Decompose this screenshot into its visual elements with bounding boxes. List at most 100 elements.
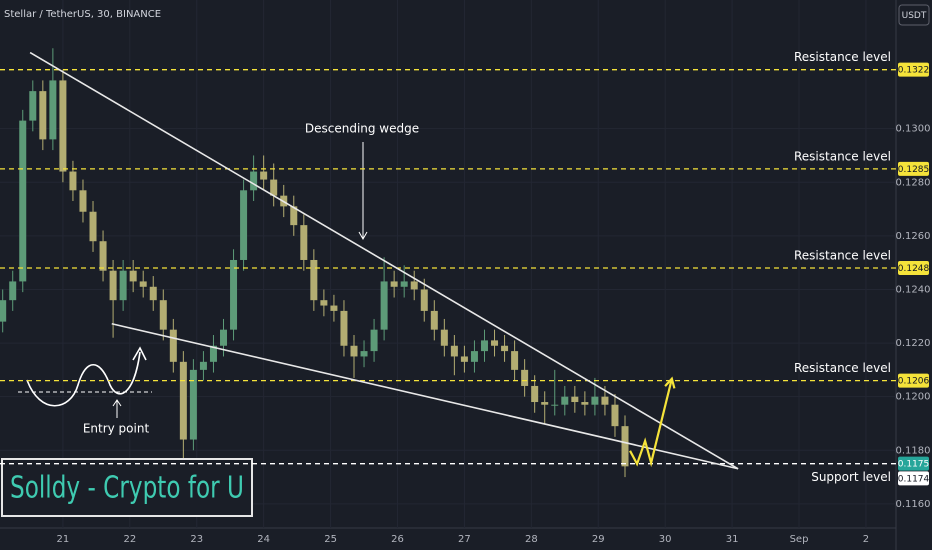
level-price: 0.1248 [898, 264, 930, 274]
candle-body [410, 281, 418, 290]
y-tick-label: 0.1300 [896, 124, 931, 135]
x-tick-label: 21 [57, 534, 70, 545]
entry-label: Entry point [83, 422, 150, 436]
candles [0, 48, 629, 478]
candle-body [139, 281, 147, 287]
x-tick-label: 22 [123, 534, 136, 545]
candle-body [189, 369, 197, 440]
x-tick-label: 25 [324, 534, 337, 545]
candle-body [460, 356, 468, 362]
level-text: Support level [811, 470, 891, 484]
level-price: 0.1206 [898, 377, 930, 387]
candle-body [79, 190, 87, 212]
candle-body [470, 351, 478, 362]
candle-body [400, 281, 408, 287]
candle-body [59, 80, 67, 172]
candle-body [169, 329, 177, 362]
level-text: Resistance level [794, 249, 891, 263]
projection-head [664, 376, 676, 389]
wedge-arrow-head [358, 231, 368, 241]
level-price-box [898, 456, 929, 471]
candle-body [129, 270, 137, 282]
candle-body [159, 300, 167, 330]
last-price-box [898, 471, 929, 486]
candle-body [69, 171, 77, 191]
trendline [111, 322, 739, 470]
x-tick-label: 24 [257, 534, 270, 545]
x-tick-label: 23 [190, 534, 203, 545]
candle-body [541, 402, 549, 405]
y-tick-label: 0.1180 [896, 445, 931, 456]
x-tick-label: 2 [863, 534, 869, 545]
level-text: Resistance level [794, 50, 891, 64]
entry-wave [26, 351, 141, 407]
y-tick-label: 0.1220 [896, 338, 931, 349]
candle-body [19, 120, 27, 282]
candle-body [330, 305, 338, 311]
candle-body [250, 171, 258, 191]
candle-body [621, 426, 629, 467]
candle-body [290, 206, 298, 226]
level-price-box [898, 62, 929, 77]
candle-body [521, 369, 529, 386]
level-price: 0.1285 [898, 165, 930, 175]
candle-body [240, 190, 248, 260]
candle-body [209, 345, 217, 362]
x-tick-label: 29 [592, 534, 605, 545]
candle-body [390, 281, 398, 287]
entry-arrow-head [112, 399, 122, 407]
level-price-box [898, 373, 929, 388]
candle-body [370, 329, 378, 352]
candle-body [591, 396, 599, 405]
candle-body [89, 211, 97, 242]
watermark: Solldy - Crypto for U [10, 471, 244, 506]
candle-body [340, 310, 348, 346]
overlay: Entry point Descending wedge Stellar / T… [0, 4, 931, 545]
candle-body [0, 300, 7, 322]
x-tick-label: 28 [525, 534, 538, 545]
candle-body [480, 340, 488, 352]
candle-body [350, 345, 358, 357]
candle-body [310, 259, 318, 301]
level-price: 0.1175 [898, 460, 930, 470]
candle-body [420, 289, 428, 311]
currency: USDT [902, 11, 927, 21]
trendline [29, 51, 739, 470]
candle-body [39, 91, 47, 140]
chart-title: Stellar / TetherUS, 30, BINANCE [4, 9, 161, 20]
y-tick-label: 0.1260 [896, 231, 931, 242]
candle-body [260, 171, 268, 180]
candle-body [300, 225, 308, 260]
candle-body [571, 396, 579, 403]
x-tick-label: 31 [726, 534, 739, 545]
candle-body [29, 91, 37, 121]
candle-body [360, 351, 368, 357]
candle-body [450, 345, 458, 357]
candle-body [230, 259, 238, 330]
entry-wave-head [132, 346, 147, 361]
candle-body [109, 270, 117, 301]
candle-body [611, 404, 619, 427]
candle-body [430, 310, 438, 330]
y-tick-label: 0.1280 [896, 177, 931, 188]
candle-body [220, 329, 228, 346]
level-text: Resistance level [794, 149, 891, 163]
level-price: 0.1322 [898, 66, 930, 76]
candle-body [9, 281, 17, 301]
y-tick-label: 0.1240 [896, 284, 931, 295]
candle-body [149, 286, 157, 301]
last-price: 0.1174 [898, 474, 930, 484]
candle-body [501, 345, 509, 352]
x-tick-label: Sep [790, 534, 809, 545]
level-price-box [898, 161, 929, 176]
projection-path [629, 378, 673, 468]
candle-body [270, 179, 278, 196]
candle-body [380, 281, 388, 330]
candle-body [561, 396, 569, 405]
x-tick-label: 26 [391, 534, 404, 545]
x-tick-label: 30 [659, 534, 672, 545]
candle-body [179, 361, 187, 440]
candle-body [119, 270, 127, 301]
level-text: Resistance level [794, 361, 891, 375]
